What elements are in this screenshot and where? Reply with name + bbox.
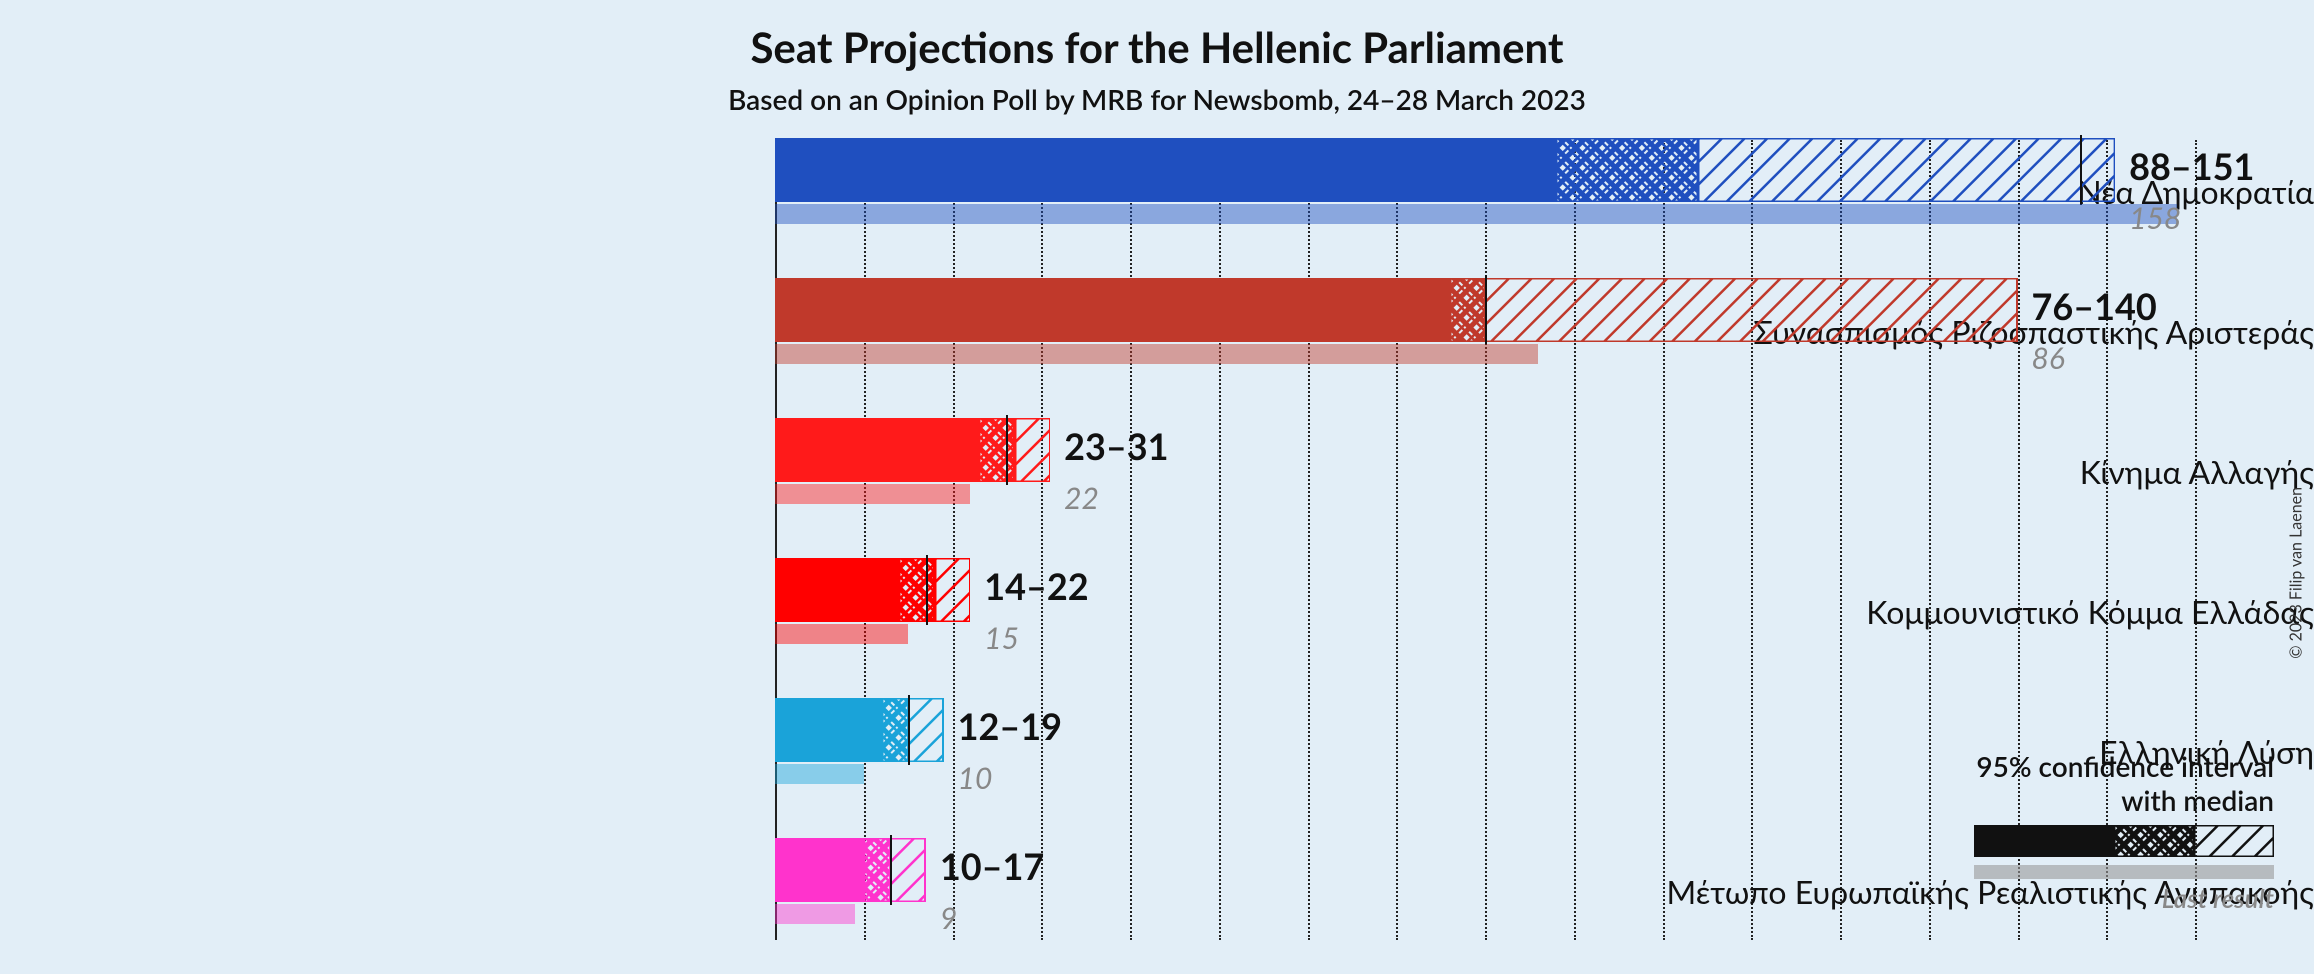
bar-hatch-dense xyxy=(864,838,891,902)
party-label: Κίνημα Αλλαγής xyxy=(1549,452,2314,491)
bar-last-result xyxy=(775,624,908,644)
last-result-label: 86 xyxy=(2032,340,2065,376)
legend-swatch-ci xyxy=(1974,825,2274,857)
range-label: 12–19 xyxy=(958,704,1062,748)
last-result-label: 9 xyxy=(940,900,957,936)
last-result-label: 158 xyxy=(2129,200,2181,236)
bar-hatch-diag xyxy=(908,698,944,762)
legend-swatch-last xyxy=(1974,865,2274,879)
bar-hatch-dense xyxy=(1450,278,1486,342)
range-label: 10–17 xyxy=(940,844,1044,888)
median-tick xyxy=(908,695,910,765)
range-label: 14–22 xyxy=(984,564,1088,608)
bar-hatch-dense xyxy=(979,418,1015,482)
bar-last-result xyxy=(775,204,2177,224)
bar-hatch-diag xyxy=(1485,278,2018,342)
range-label: 76–140 xyxy=(2032,284,2157,328)
bar-solid xyxy=(775,558,899,622)
median-tick xyxy=(890,835,892,905)
chart-subtitle: Based on an Opinion Poll by MRB for News… xyxy=(0,72,2314,116)
bar-hatch-diag xyxy=(1698,138,2115,202)
range-label: 88–151 xyxy=(2129,144,2254,188)
bar-solid xyxy=(775,278,1450,342)
chart-title: Seat Projections for the Hellenic Parlia… xyxy=(0,0,2314,72)
legend-subtitle: with median xyxy=(1894,783,2274,817)
range-label: 23–31 xyxy=(1064,424,1168,468)
bar-hatch-dense xyxy=(1556,138,1698,202)
bar-solid xyxy=(775,838,864,902)
party-row: Νέα Δημοκρατία 88–151158 xyxy=(0,130,2314,270)
party-label: Κομμουνιστικό Κόμμα Ελλάδας xyxy=(1549,592,2314,631)
party-row: Κομμουνιστικό Κόμμα Ελλάδας 14–22 15 xyxy=(0,550,2314,690)
bar-hatch-dense xyxy=(899,558,935,622)
bar-last-result xyxy=(775,484,970,504)
party-row: Συνασπισμός Ριζοσπαστικής Αριστεράς 76–1… xyxy=(0,270,2314,410)
median-tick xyxy=(1006,415,1008,485)
last-result-label: 15 xyxy=(984,620,1019,656)
median-tick xyxy=(926,555,928,625)
bar-hatch-diag xyxy=(890,838,926,902)
copyright-label: © 2023 Filip van Laenen xyxy=(2287,487,2306,659)
legend: 95% confidence intervalwith median Last … xyxy=(1894,749,2274,914)
party-row: Κίνημα Αλλαγής 23–31 22 xyxy=(0,410,2314,550)
legend-title: 95% confidence interval xyxy=(1894,749,2274,783)
bar-solid xyxy=(775,418,979,482)
legend-last-label: Last result xyxy=(1894,882,2274,914)
last-result-label: 10 xyxy=(958,760,993,796)
bar-last-result xyxy=(775,904,855,924)
median-tick xyxy=(1485,275,1487,345)
bar-hatch-diag xyxy=(1015,418,1051,482)
bar-last-result xyxy=(775,344,1538,364)
last-result-label: 22 xyxy=(1064,480,1099,516)
bar-last-result xyxy=(775,764,864,784)
bar-solid xyxy=(775,138,1556,202)
bar-hatch-diag xyxy=(935,558,971,622)
bar-solid xyxy=(775,698,882,762)
bar-hatch-dense xyxy=(882,698,909,762)
median-tick xyxy=(2080,135,2082,205)
